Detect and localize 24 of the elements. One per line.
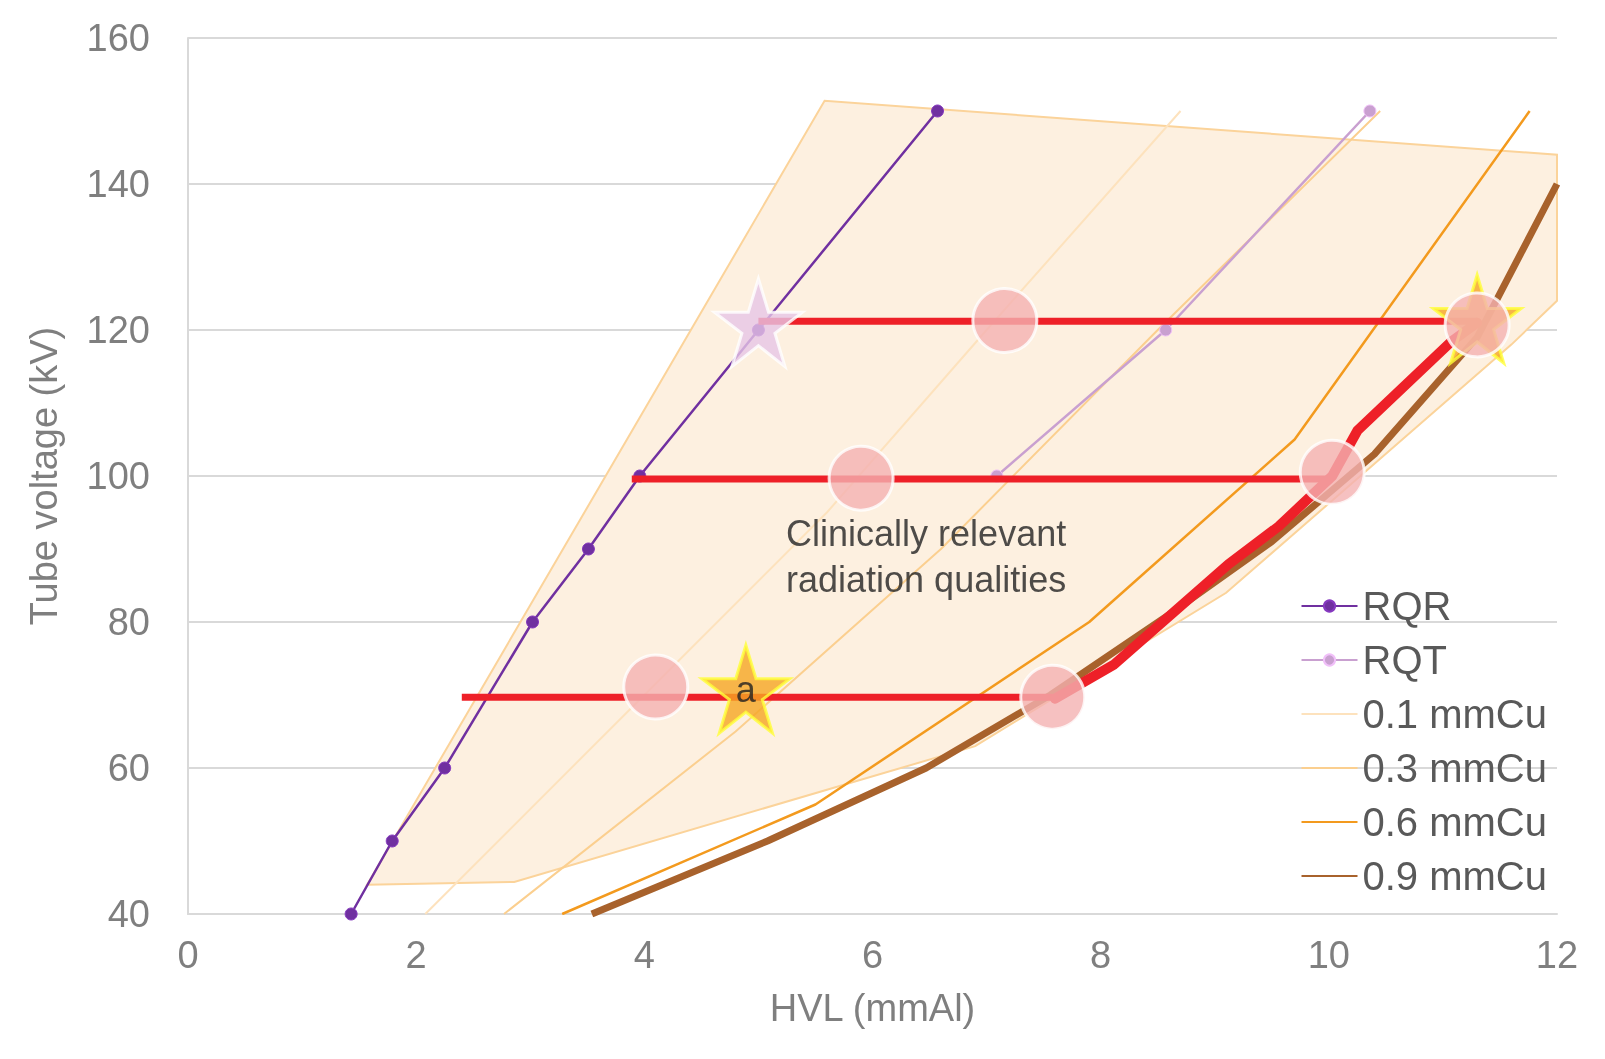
y-tick-label: 140 [86,163,150,205]
x-tick-label: 6 [861,934,884,976]
x-tick-label: 4 [633,934,655,976]
legend-label: RQT [1362,638,1447,682]
y-tick-label: 60 [107,747,150,789]
x-tick-label: 2 [405,934,427,976]
x-tick-label: 12 [1535,934,1579,976]
annotation: a [735,668,757,710]
y-tick-label: 160 [86,17,150,59]
y-tick-label: 80 [107,601,150,643]
x-tick-label: 0 [177,934,199,976]
legend-label: 0.1 mmCu [1362,692,1548,736]
y-tick-label: 120 [86,309,150,351]
legend-label: 0.9 mmCu [1362,854,1548,898]
y-axis-title: Tube voltage (kV) [23,326,65,626]
legend-label: 0.6 mmCu [1362,800,1548,844]
x-tick-label: 8 [1090,934,1112,976]
legend-label: 0.3 mmCu [1362,746,1548,790]
x-tick-label: 10 [1307,934,1350,976]
annotation: Clinically relevant radiation qualities [786,512,1067,600]
y-tick-label: 100 [86,455,150,497]
x-axis-title: HVL (mmAl) [769,987,976,1029]
legend-label: RQR [1362,584,1452,628]
y-tick-label: 40 [107,893,150,935]
